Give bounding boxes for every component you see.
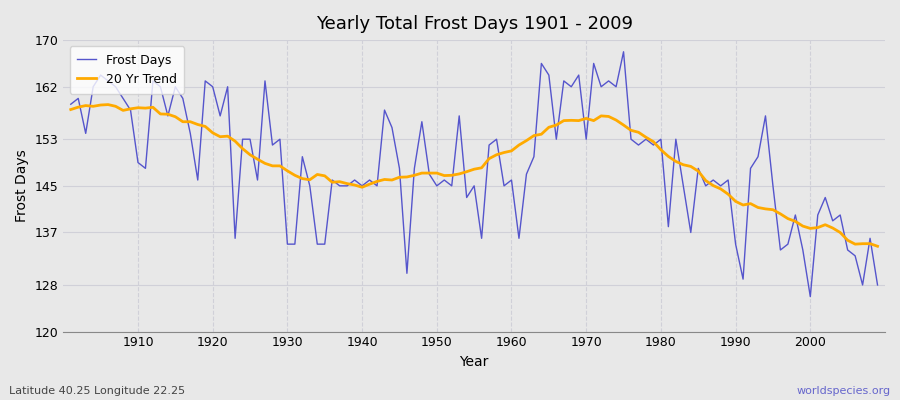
Text: Latitude 40.25 Longitude 22.25: Latitude 40.25 Longitude 22.25 — [9, 386, 185, 396]
Frost Days — [872, 282, 883, 287]
20 Yr Trend — [103, 102, 113, 107]
20 Yr Trend — [872, 244, 883, 249]
20 Yr Trend — [66, 107, 77, 112]
Frost Days — [805, 294, 815, 299]
20 Yr Trend — [132, 105, 143, 110]
20 Yr Trend — [514, 143, 525, 148]
Frost Days — [125, 108, 136, 112]
20 Yr Trend — [342, 181, 353, 186]
Title: Yearly Total Frost Days 1901 - 2009: Yearly Total Frost Days 1901 - 2009 — [316, 15, 633, 33]
20 Yr Trend — [603, 114, 614, 119]
Frost Days — [506, 178, 517, 182]
X-axis label: Year: Year — [460, 355, 489, 369]
Text: worldspecies.org: worldspecies.org — [796, 386, 891, 396]
20 Yr Trend — [297, 176, 308, 181]
Line: 20 Yr Trend: 20 Yr Trend — [71, 104, 878, 246]
Frost Days — [618, 49, 629, 54]
Frost Days — [499, 184, 509, 188]
20 Yr Trend — [506, 148, 517, 153]
Frost Days — [596, 84, 607, 89]
Legend: Frost Days, 20 Yr Trend: Frost Days, 20 Yr Trend — [69, 46, 184, 94]
Frost Days — [334, 184, 345, 188]
Frost Days — [290, 242, 301, 246]
Line: Frost Days: Frost Days — [71, 52, 878, 297]
Frost Days — [66, 102, 77, 107]
Y-axis label: Frost Days: Frost Days — [15, 150, 29, 222]
